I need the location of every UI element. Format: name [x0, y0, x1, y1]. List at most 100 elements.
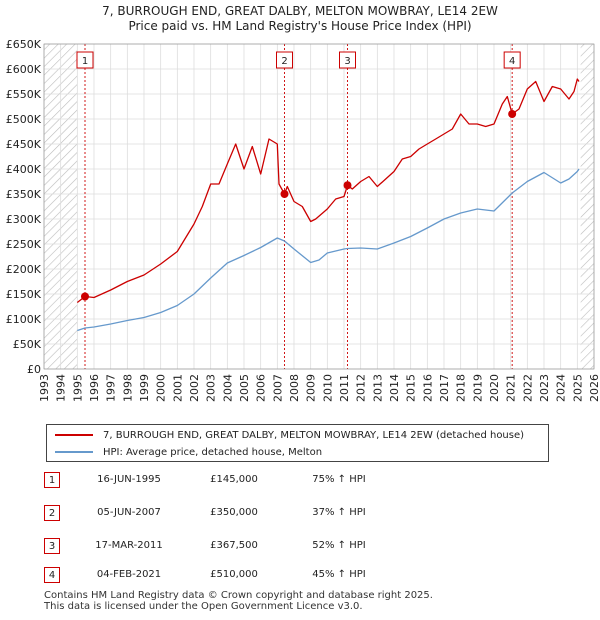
sale-badge — [276, 51, 293, 69]
x-tick-label: 1997 — [105, 374, 118, 402]
x-tick-label: 2016 — [421, 374, 434, 402]
sale-date: 17-MAR-2011 — [95, 540, 163, 551]
y-tick-label: £250K — [6, 238, 42, 251]
x-tick-label: 1994 — [55, 374, 68, 402]
title-line-2: Price paid vs. HM Land Registry's House … — [128, 19, 472, 33]
y-tick-label: £550K — [6, 88, 42, 101]
title-line-1: 7, BURROUGH END, GREAT DALBY, MELTON MOW… — [102, 4, 498, 18]
sale-badge — [503, 51, 521, 69]
legend-swatch-property — [55, 434, 93, 436]
sale-price: £510,000 — [210, 569, 258, 580]
price-chart: 1 2 3 4 £0 £50K £100K £150K £200K £250K £300K £350… — [6, 38, 600, 402]
plot-area — [44, 44, 594, 369]
x-tick-label: 2003 — [205, 374, 218, 402]
footer-line-2: This data is licensed under the Open Gov… — [44, 601, 363, 612]
y-tick-label: £650K — [6, 38, 42, 51]
y-tick-label: £100K — [6, 313, 42, 326]
table-row: 1 16-JUN-1995 £145,000 75% ↑ HPI — [44, 472, 464, 490]
sale-badge — [339, 51, 356, 69]
x-tick-label: 2000 — [155, 374, 168, 402]
legend-label-hpi: HPI: Average price, detached house, Melt… — [103, 446, 323, 458]
sale-point — [343, 181, 352, 190]
x-tick-label: 2004 — [221, 374, 234, 402]
sale-point — [280, 190, 289, 198]
x-tick-label: 2020 — [488, 374, 501, 402]
y-tick-label: £150K — [6, 288, 42, 301]
x-tick-label: 1998 — [121, 374, 134, 402]
x-tick-label: 2012 — [355, 374, 368, 402]
y-tick-label: £500K — [6, 113, 42, 126]
legend-label-property: 7, BURROUGH END, GREAT DALBY, MELTON MOW… — [103, 429, 525, 441]
x-tick-label: 1996 — [88, 374, 101, 402]
y-tick-label: £200K — [6, 263, 42, 276]
x-tick-label: 2005 — [238, 374, 251, 402]
x-tick-label: 2008 — [288, 374, 301, 402]
sale-hpi-delta: 75% ↑ HPI — [312, 474, 366, 485]
x-tick-label: 2025 — [571, 374, 584, 402]
sale-price: £367,500 — [210, 540, 258, 551]
sale-number-badge: 1 — [44, 472, 60, 488]
x-tick-label: 2023 — [538, 374, 551, 402]
sale-badge-layer: 1 2 3 4 — [76, 51, 521, 69]
sale-number-badge: 4 — [44, 567, 60, 583]
x-tick-label: 2024 — [555, 374, 568, 402]
sale-point — [508, 110, 517, 118]
sale-badge-label: 2 — [281, 56, 287, 67]
footer-line-1: Contains HM Land Registry data © Crown c… — [44, 590, 433, 601]
x-tick-label: 2010 — [321, 374, 334, 402]
y-tick-label: £300K — [6, 213, 42, 226]
table-row: 4 04-FEB-2021 £510,000 45% ↑ HPI — [44, 567, 464, 585]
x-tick-label: 1993 — [38, 374, 51, 402]
sale-badge-label: 1 — [82, 56, 88, 67]
sale-number-badge: 2 — [44, 505, 60, 521]
sale-hpi-delta: 45% ↑ HPI — [312, 569, 366, 580]
x-tick-label: 2011 — [338, 374, 351, 402]
y-tick-label: £450K — [6, 138, 42, 151]
x-tick-label: 2002 — [188, 374, 201, 402]
sale-badge — [76, 51, 94, 69]
hpi-line — [77, 168, 580, 332]
legend-swatch-hpi — [55, 451, 93, 453]
sale-date: 16-JUN-1995 — [97, 474, 161, 485]
sale-date: 05-JUN-2007 — [97, 507, 161, 518]
y-tick-label: £400K — [6, 163, 42, 176]
x-tick-label: 2007 — [271, 374, 284, 402]
legend-item-property: 7, BURROUGH END, GREAT DALBY, MELTON MOW… — [47, 427, 524, 443]
sale-price: £145,000 — [210, 474, 258, 485]
plot-border — [43, 43, 595, 370]
footer: Contains HM Land Registry data © Crown c… — [44, 590, 433, 612]
axis-layer: £0 £50K £100K £150K £200K £250K £300K £350K £400… — [6, 38, 600, 402]
x-tick-label: 2015 — [405, 374, 418, 402]
x-tick-label: 1995 — [71, 374, 84, 402]
sale-point-layer — [81, 110, 517, 301]
sale-point — [81, 292, 89, 301]
legend-item-hpi: HPI: Average price, detached house, Melt… — [47, 444, 322, 460]
x-tick-label: 2026 — [588, 374, 600, 402]
sale-number-badge: 3 — [44, 538, 60, 554]
x-tick-label: 2013 — [371, 374, 384, 402]
x-tick-label: 2021 — [505, 374, 518, 402]
table-row: 2 05-JUN-2007 £350,000 37% ↑ HPI — [44, 505, 464, 523]
x-tick-label: 2022 — [521, 374, 534, 402]
x-tick-label: 1999 — [138, 374, 151, 402]
table-row: 3 17-MAR-2011 £367,500 52% ↑ HPI — [44, 538, 464, 556]
x-tick-label: 2014 — [388, 374, 401, 402]
y-tick-label: £50K — [13, 338, 42, 351]
y-tick-label: £600K — [6, 63, 42, 76]
y-tick-label: £350K — [6, 188, 42, 201]
hatched-region — [580, 44, 594, 369]
legend: 7, BURROUGH END, GREAT DALBY, MELTON MOW… — [46, 424, 549, 462]
x-tick-label: 2019 — [471, 374, 484, 402]
x-tick-label: 2006 — [255, 374, 268, 402]
sale-hpi-delta: 52% ↑ HPI — [312, 540, 366, 551]
sale-badge-label: 4 — [509, 56, 515, 67]
x-tick-label: 2009 — [305, 374, 318, 402]
x-tick-label: 2017 — [438, 374, 451, 402]
sale-price: £350,000 — [210, 507, 258, 518]
page-title: 7, BURROUGH END, GREAT DALBY, MELTON MOW… — [0, 4, 600, 34]
y-tick-label: £0 — [27, 363, 41, 376]
sale-date: 04-FEB-2021 — [96, 569, 162, 580]
sale-hpi-delta: 37% ↑ HPI — [312, 507, 366, 518]
sale-badge-label: 3 — [344, 56, 350, 67]
x-tick-label: 2001 — [171, 374, 184, 402]
